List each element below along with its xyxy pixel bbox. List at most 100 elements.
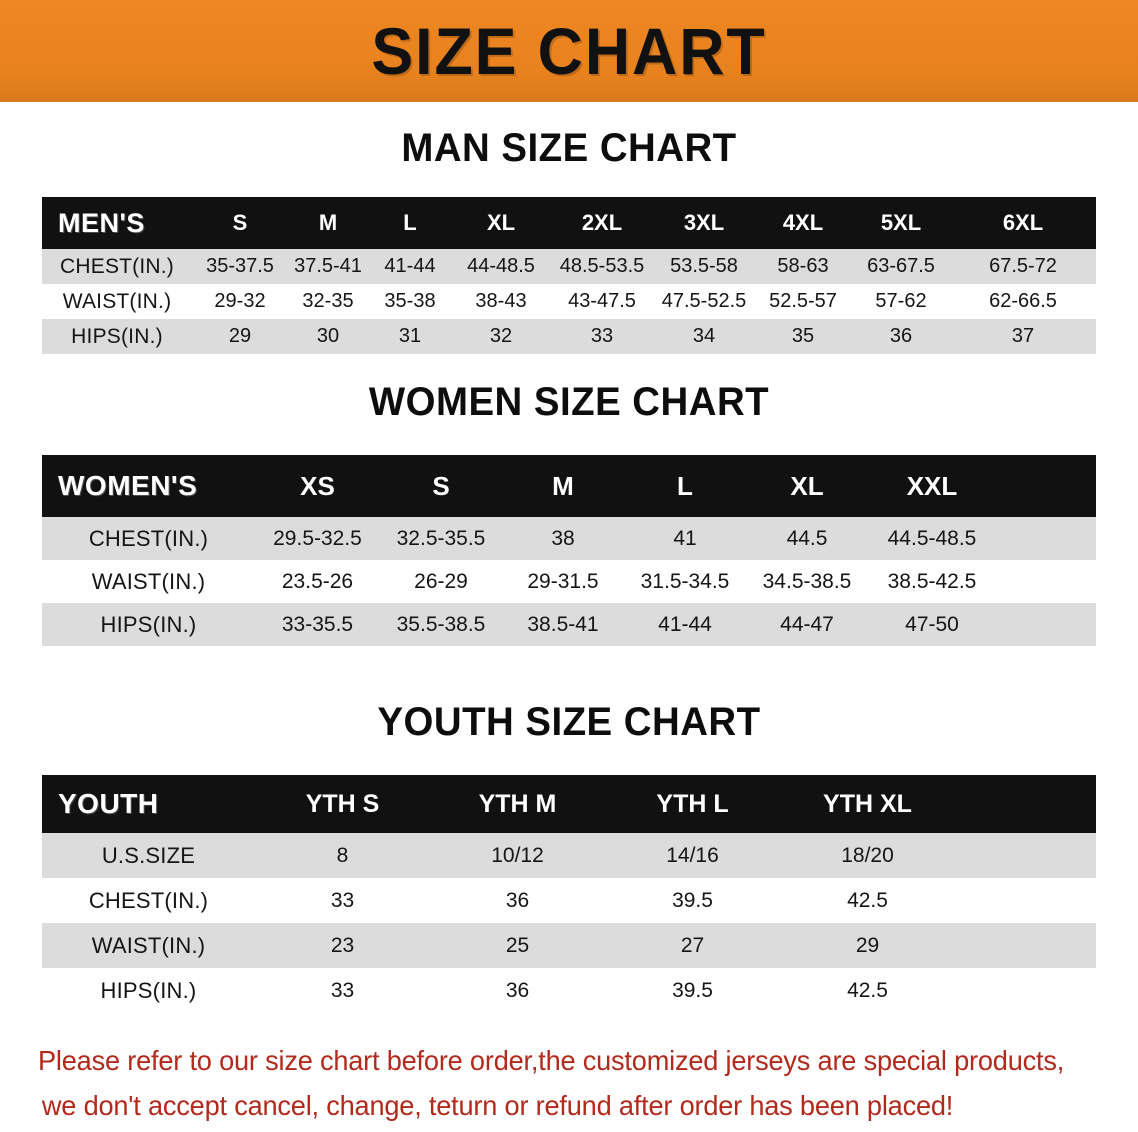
table-row: CHEST(IN.) 33 36 39.5 42.5	[42, 878, 1096, 923]
men-cell-2-6: 35	[791, 325, 815, 347]
women-cell-0-4: 44.5	[786, 526, 828, 550]
men-col-7: 5XL	[880, 210, 922, 235]
men-cell-1-3: 38-43	[475, 290, 527, 312]
women-cell-0-3: 41	[673, 526, 697, 550]
table-row: WAIST(IN.) 23.5-26 26-29 29-31.5 31.5-34…	[42, 560, 1096, 603]
men-size-table: MEN'S S M L XL 2XL 3XL 4XL 5XL 6XL CHEST…	[42, 197, 1096, 354]
table-header-row: MEN'S S M L XL 2XL 3XL 4XL 5XL 6XL	[42, 197, 1096, 249]
men-cell-2-7: 36	[889, 325, 913, 347]
men-cell-1-4: 43-47.5	[568, 290, 636, 312]
men-col-1: M	[318, 210, 338, 235]
youth-col-2: YTH L	[656, 789, 729, 818]
table-row: HIPS(IN.) 33-35.5 35.5-38.5 38.5-41 41-4…	[42, 603, 1096, 646]
youth-cell-2-2: 27	[680, 933, 705, 957]
men-table-header: MEN'S S M L XL 2XL 3XL 4XL 5XL 6XL	[42, 197, 1096, 249]
men-cell-1-8: 62-66.5	[989, 290, 1057, 312]
men-cell-2-4: 33	[590, 325, 614, 347]
women-cell-2-6	[996, 603, 1096, 646]
women-header-label: WOMEN'S	[58, 470, 198, 501]
youth-cell-0-2: 14/16	[666, 843, 719, 867]
youth-cell-3-4	[955, 968, 1096, 1013]
men-col-4: 2XL	[581, 210, 623, 235]
men-cell-0-0: 35-37.5	[206, 255, 274, 277]
men-cell-0-6: 58-63	[777, 255, 829, 277]
women-table-header: WOMEN'S XS S M L XL XXL	[42, 455, 1096, 517]
youth-size-table: YOUTH YTH S YTH M YTH L YTH XL U.S.SIZE …	[42, 775, 1096, 1013]
women-table-body: CHEST(IN.) 29.5-32.5 32.5-35.5 38 41 44.…	[42, 517, 1096, 646]
women-cell-1-4: 34.5-38.5	[762, 569, 852, 593]
youth-col-0: YTH S	[305, 789, 380, 818]
men-cell-1-0: 29-32	[214, 290, 266, 312]
women-size-table: WOMEN'S XS S M L XL XXL CHEST(IN.) 29.5-…	[42, 455, 1096, 646]
women-col-2: M	[552, 470, 574, 501]
table-header-row: YOUTH YTH S YTH M YTH L YTH XL	[42, 775, 1096, 833]
men-table-body: CHEST(IN.) 35-37.5 37.5-41 41-44 44-48.5…	[42, 249, 1096, 354]
youth-cell-3-1: 36	[505, 978, 530, 1002]
youth-cell-2-4	[955, 923, 1096, 968]
women-cell-2-4: 44-47	[780, 612, 834, 636]
women-row-2-label: HIPS(IN.)	[100, 611, 197, 637]
men-row-0-label: CHEST(IN.)	[60, 254, 174, 278]
men-col-6: 4XL	[782, 210, 824, 235]
men-cell-0-8: 67.5-72	[989, 255, 1057, 277]
women-cell-1-5: 38.5-42.5	[887, 569, 977, 593]
table-header-row: WOMEN'S XS S M L XL XXL	[42, 455, 1096, 517]
women-cell-1-0: 23.5-26	[281, 569, 354, 593]
women-section-title: WOMEN SIZE CHART	[368, 380, 770, 424]
women-cell-2-2: 38.5-41	[527, 612, 599, 636]
men-cell-2-3: 32	[489, 325, 513, 347]
women-cell-2-0: 33-35.5	[281, 612, 354, 636]
women-cell-0-2: 38	[551, 526, 575, 550]
youth-cell-1-3: 42.5	[847, 888, 888, 912]
men-cell-1-7: 57-62	[875, 290, 927, 312]
women-cell-1-2: 29-31.5	[527, 569, 599, 593]
youth-table-header: YOUTH YTH S YTH M YTH L YTH XL	[42, 775, 1096, 833]
men-cell-0-5: 53.5-58	[670, 255, 738, 277]
youth-cell-3-3: 42.5	[847, 978, 888, 1002]
men-cell-0-7: 63-67.5	[867, 255, 935, 277]
youth-row-2-label: WAIST(IN.)	[91, 932, 206, 958]
youth-row-0-label: U.S.SIZE	[101, 842, 196, 868]
table-row: CHEST(IN.) 29.5-32.5 32.5-35.5 38 41 44.…	[42, 517, 1096, 560]
women-cell-0-1: 32.5-35.5	[396, 526, 486, 550]
youth-row-1-label: CHEST(IN.)	[88, 887, 209, 913]
men-row-1-label: WAIST(IN.)	[62, 289, 172, 313]
men-cell-1-5: 47.5-52.5	[661, 290, 747, 312]
men-cell-2-2: 31	[398, 325, 422, 347]
youth-cell-3-0: 33	[330, 978, 355, 1002]
men-col-0: S	[232, 210, 248, 235]
women-col-3: L	[677, 470, 693, 501]
table-row: HIPS(IN.) 33 36 39.5 42.5	[42, 968, 1096, 1013]
men-col-3: XL	[486, 210, 516, 235]
youth-cell-1-0: 33	[330, 888, 355, 912]
youth-col-3: YTH XL	[823, 789, 912, 818]
youth-cell-0-0: 8	[336, 843, 349, 867]
women-cell-1-6	[996, 560, 1096, 603]
men-cell-2-0: 29	[228, 325, 252, 347]
women-row-1-label: WAIST(IN.)	[91, 568, 206, 594]
women-cell-2-3: 41-44	[658, 612, 712, 636]
youth-cell-0-4	[955, 833, 1096, 878]
youth-cell-2-0: 23	[330, 933, 355, 957]
women-cell-2-1: 35.5-38.5	[396, 612, 486, 636]
youth-cell-0-3: 18/20	[841, 843, 894, 867]
women-col-5: XXL	[906, 470, 958, 501]
disclaimer-line-2: we don't accept cancel, change, teturn o…	[41, 1090, 954, 1121]
men-cell-0-4: 48.5-53.5	[559, 255, 645, 277]
table-row: WAIST(IN.) 23 25 27 29	[42, 923, 1096, 968]
women-cell-2-5: 47-50	[905, 612, 959, 636]
women-cell-0-5: 44.5-48.5	[887, 526, 977, 550]
youth-cell-2-1: 25	[505, 933, 530, 957]
page-banner: SIZE CHART	[0, 0, 1138, 102]
youth-col-1: YTH M	[478, 789, 557, 818]
women-cell-1-3: 31.5-34.5	[640, 569, 730, 593]
women-row-0-label: CHEST(IN.)	[88, 525, 209, 551]
table-row: WAIST(IN.) 29-32 32-35 35-38 38-43 43-47…	[42, 284, 1096, 319]
men-col-5: 3XL	[683, 210, 725, 235]
men-cell-0-2: 41-44	[384, 255, 436, 277]
women-col-0: XS	[300, 470, 335, 501]
disclaimer-line-1: Please refer to our size chart before or…	[38, 1045, 1065, 1076]
women-cell-0-6	[996, 517, 1096, 560]
youth-cell-0-1: 10/12	[491, 843, 544, 867]
